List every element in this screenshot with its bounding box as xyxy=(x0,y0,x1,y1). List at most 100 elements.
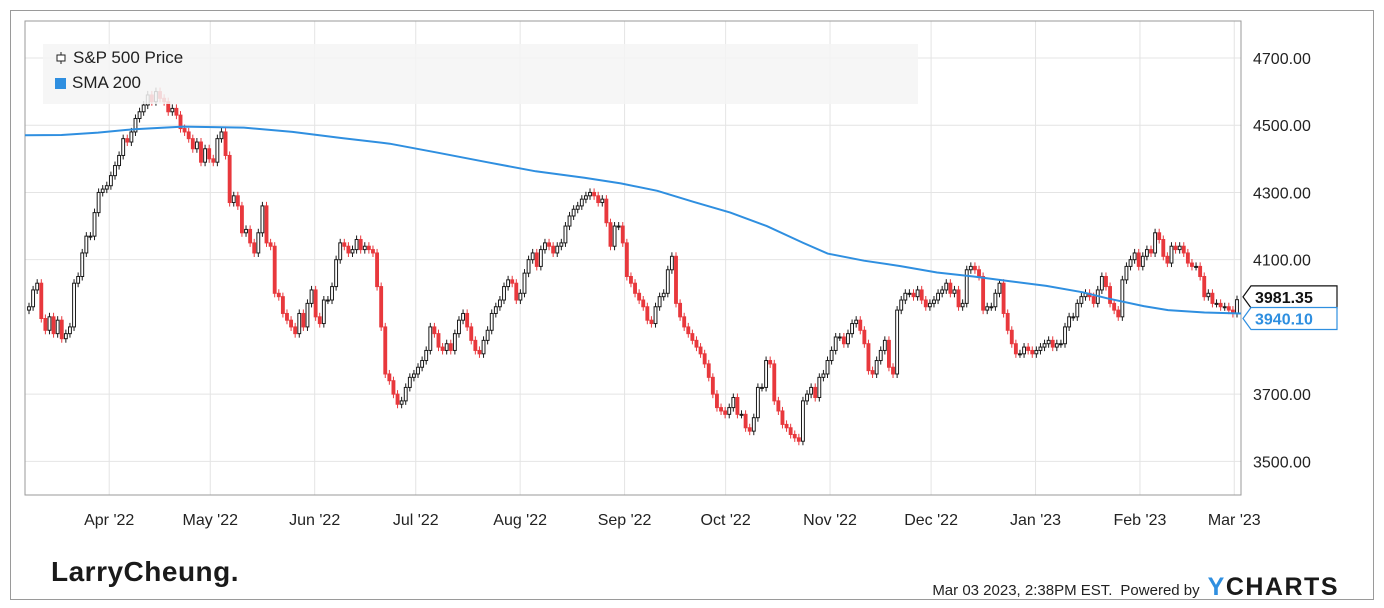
candle-body xyxy=(837,336,842,339)
candle-body xyxy=(174,107,179,116)
candle-body xyxy=(100,188,105,193)
candle-body xyxy=(809,386,814,395)
candle-body xyxy=(841,336,846,345)
candle-body xyxy=(399,400,404,405)
candle-body xyxy=(559,242,564,247)
candle-body xyxy=(514,282,519,301)
candle-body xyxy=(1173,245,1178,251)
candle-body xyxy=(968,265,973,271)
legend-sma-label: SMA 200 xyxy=(72,73,141,92)
candle-body xyxy=(448,343,453,351)
candle-body xyxy=(669,255,674,271)
candle-body xyxy=(1226,306,1231,311)
candle-body xyxy=(1042,343,1047,348)
candle-body xyxy=(903,292,908,301)
candle-body xyxy=(612,225,617,247)
candle-body xyxy=(882,339,887,351)
ycharts-logo[interactable]: YCHARTS xyxy=(1207,573,1339,601)
candle-body xyxy=(1140,255,1145,267)
candle-body xyxy=(1018,353,1022,356)
candle-body xyxy=(682,316,687,328)
candle-body xyxy=(321,299,326,325)
candle-body xyxy=(428,326,433,351)
candle-body xyxy=(72,282,76,328)
candle-body xyxy=(493,306,498,314)
candle-body xyxy=(1198,265,1203,277)
candle-body xyxy=(92,212,97,237)
candle-body xyxy=(108,175,113,187)
last-sma-label: 3940.10 xyxy=(1255,311,1313,328)
candle-body xyxy=(1013,343,1018,355)
candle-body xyxy=(727,407,732,415)
last-price-flag xyxy=(1242,285,1338,309)
candle-body xyxy=(1091,296,1096,304)
candle-body xyxy=(477,349,482,355)
candle-body xyxy=(358,239,363,251)
candle-body xyxy=(403,386,408,402)
candle-body xyxy=(813,386,818,399)
candle-body xyxy=(649,319,654,325)
candle-body xyxy=(735,397,740,415)
candle-body xyxy=(231,195,236,204)
x-tick-label: Jan '23 xyxy=(1010,512,1061,529)
candle-body xyxy=(538,249,543,267)
candle-body xyxy=(891,366,895,375)
candle-body xyxy=(1218,302,1223,308)
candle-body xyxy=(657,296,662,308)
candle-body xyxy=(285,312,289,321)
candle-body xyxy=(407,376,412,388)
candle-body xyxy=(1190,262,1194,267)
candle-body xyxy=(88,235,93,238)
candle-body xyxy=(289,319,294,328)
candle-body xyxy=(833,336,838,351)
candle-body xyxy=(47,316,52,331)
candle-body xyxy=(772,363,777,402)
candle-body xyxy=(1124,265,1129,281)
candle-body xyxy=(923,299,928,308)
y-tick-label: 4300.00 xyxy=(1253,185,1311,202)
legend-item-sma[interactable]: SMA 200 xyxy=(55,73,141,93)
x-tick-label: Apr '22 xyxy=(84,512,134,529)
candle-body xyxy=(932,299,936,304)
candle-body xyxy=(182,128,187,133)
candle-body xyxy=(346,245,351,254)
candle-body xyxy=(39,282,44,320)
candle-body xyxy=(1206,292,1211,298)
candle-body xyxy=(219,131,224,140)
candle-body xyxy=(104,185,109,190)
candle-body xyxy=(362,245,367,251)
legend-item-price[interactable]: S&P 500 Price xyxy=(55,48,183,68)
candle-body xyxy=(583,195,588,200)
timestamp: Mar 03 2023, 2:38PM EST. xyxy=(932,582,1113,599)
candle-body xyxy=(919,289,924,301)
candle-body xyxy=(244,228,248,234)
candle-body xyxy=(330,286,334,301)
candle-body xyxy=(1210,292,1215,304)
candle-body xyxy=(502,286,506,301)
plot-area xyxy=(24,20,1242,496)
candle-body xyxy=(784,423,789,429)
candle-body xyxy=(68,326,72,335)
candle-body xyxy=(956,289,961,308)
candle-body xyxy=(522,272,527,294)
candle-body xyxy=(571,208,576,217)
candle-body xyxy=(305,302,310,328)
candle-body xyxy=(817,376,822,399)
candle-body xyxy=(325,299,330,302)
candle-body xyxy=(207,148,212,160)
candle-body xyxy=(698,346,703,355)
candle-body xyxy=(117,154,122,167)
candle-body xyxy=(555,245,560,254)
sma-200-line xyxy=(24,125,1242,315)
candle-body xyxy=(1132,252,1137,261)
x-tick-label: Mar '23 xyxy=(1208,512,1261,529)
candle-body xyxy=(1157,232,1162,241)
candle-body xyxy=(858,319,863,331)
candle-body xyxy=(768,360,773,365)
candle-body xyxy=(608,222,613,247)
candle-body xyxy=(1161,239,1166,257)
candle-body xyxy=(497,299,502,308)
candle-body xyxy=(366,245,371,251)
candle-body xyxy=(661,292,666,298)
candle-body xyxy=(481,339,486,355)
